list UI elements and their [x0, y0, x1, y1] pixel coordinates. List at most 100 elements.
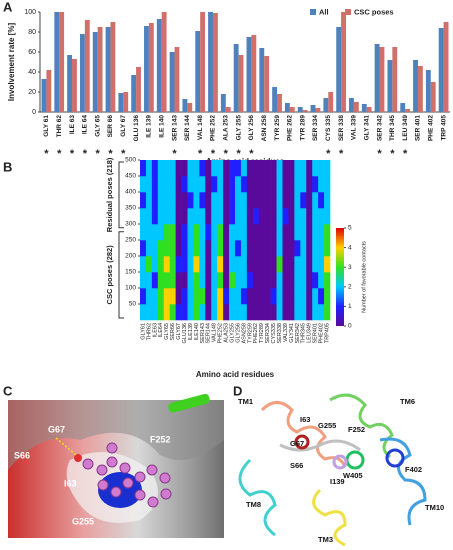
heat-cell — [193, 240, 200, 257]
bar — [328, 92, 334, 112]
heat-cell — [217, 256, 224, 273]
bar — [105, 27, 111, 112]
bar — [272, 87, 278, 112]
heat-cell — [205, 224, 212, 241]
heat-cell — [235, 304, 242, 321]
x-tick-label: PHE 402 — [428, 115, 435, 141]
bar — [182, 99, 188, 112]
heat-cell — [157, 224, 165, 241]
panel-letter: B — [3, 159, 12, 174]
x-tick-label: ASN258 — [241, 323, 247, 344]
residue-label: I63 — [64, 478, 77, 488]
heat-cell — [288, 160, 295, 177]
x-tick-label: THR62 — [146, 323, 152, 340]
bar — [110, 22, 116, 112]
x-tick-label: SER338 — [277, 323, 283, 344]
heat-cell — [270, 208, 277, 225]
heat-cell — [282, 192, 289, 209]
colorbar-tick-label: 0 — [348, 323, 352, 330]
heat-cell — [246, 304, 254, 321]
x-tick-label: SER144 — [206, 323, 212, 344]
heat-cell — [187, 272, 194, 289]
heat-cell — [288, 240, 295, 257]
heat-cell — [151, 288, 159, 305]
x-tick-label: SER 342 — [376, 115, 383, 141]
heat-cell — [270, 256, 277, 273]
heat-cell — [258, 224, 265, 241]
heat-cell — [229, 160, 236, 177]
helix-label: TM1 — [238, 397, 253, 406]
x-tick-label: ASN 258 — [261, 115, 268, 142]
heat-cell — [199, 256, 206, 273]
bar — [425, 70, 431, 112]
heat-cell — [282, 240, 289, 257]
heat-cell — [187, 192, 194, 209]
heat-cell — [205, 304, 212, 321]
heat-cell — [175, 240, 182, 257]
residue-label: S66 — [290, 461, 303, 470]
bar — [413, 60, 418, 112]
heat-cell — [169, 288, 176, 305]
y-tick-label: 450 — [125, 173, 136, 180]
heat-cell — [151, 272, 159, 289]
heat-cell — [240, 288, 248, 305]
y-tick-label: 20 — [28, 89, 36, 96]
bar — [400, 103, 406, 112]
y-tick-label: 300 — [125, 221, 136, 228]
heat-cell — [264, 304, 271, 321]
helix-label: TM6 — [400, 397, 415, 406]
heat-cell — [312, 192, 319, 209]
heat-cell — [140, 208, 147, 225]
colorbar-tick-label: 5 — [348, 225, 352, 232]
heat-cell — [240, 272, 248, 289]
heat-cell — [223, 160, 230, 177]
heat-cell — [211, 288, 218, 305]
heat-cell — [246, 240, 254, 257]
heat-cell — [223, 192, 230, 209]
x-tick-label: THR 62 — [56, 115, 63, 138]
bar — [84, 20, 90, 112]
heat-cell — [187, 256, 194, 273]
heat-cell — [300, 240, 307, 257]
x-tick-label: ALA253 — [224, 323, 230, 343]
heat-cell — [187, 304, 194, 321]
residue-label: F402 — [405, 465, 422, 474]
heat-cell — [306, 176, 313, 193]
heat-cell — [187, 288, 194, 305]
heat-cell — [276, 288, 283, 305]
heat-cell — [145, 192, 153, 209]
heat-cell — [324, 272, 331, 289]
heat-cell — [193, 208, 200, 225]
heat-cell — [187, 176, 194, 193]
bar — [97, 27, 103, 112]
heat-cell — [211, 304, 218, 321]
significance-marker: * — [249, 148, 254, 160]
heat-cell — [282, 256, 289, 273]
x-tick-label: CYS335 — [271, 323, 277, 344]
bar — [131, 75, 137, 112]
heat-cell — [252, 304, 260, 321]
heat-cell — [264, 240, 271, 257]
heat-cell — [258, 288, 265, 305]
heat-cell — [312, 256, 319, 273]
residue-label: G255 — [72, 516, 94, 526]
significance-marker: * — [96, 148, 101, 160]
heat-cell — [318, 240, 325, 257]
x-tick-label: SER143 — [200, 323, 206, 344]
heat-cell — [264, 208, 271, 225]
heat-cell — [270, 288, 277, 305]
heat-cell — [187, 208, 194, 225]
heat-cell — [318, 256, 325, 273]
x-tick-label: GLY 67 — [120, 115, 127, 137]
heat-cell — [169, 160, 176, 177]
heat-cell — [193, 288, 200, 305]
heat-cell — [140, 272, 147, 289]
bar — [259, 48, 265, 112]
heat-cell — [312, 304, 319, 321]
heat-cell — [175, 176, 182, 193]
heat-cell — [181, 176, 188, 193]
heat-cell — [223, 288, 230, 305]
significance-marker: * — [70, 148, 75, 160]
heat-cell — [252, 192, 260, 209]
heat-cell — [324, 224, 331, 241]
